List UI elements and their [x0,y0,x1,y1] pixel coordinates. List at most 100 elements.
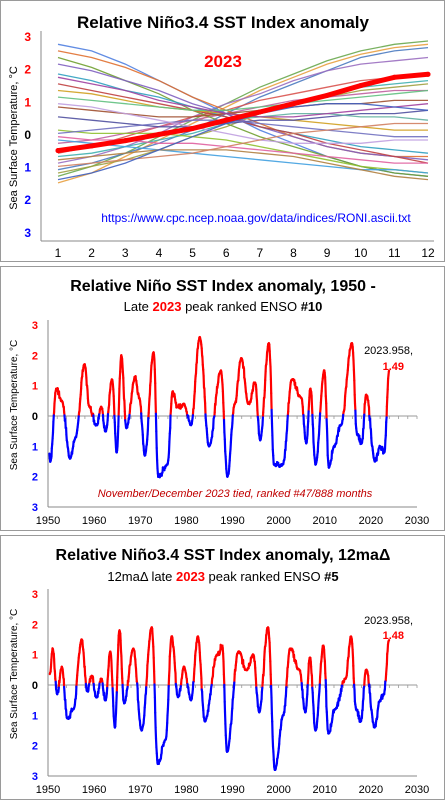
point-2023 [122,138,128,144]
x-tick-label: 4 [156,246,163,260]
source-url: https://www.cpc.ncep.noaa.gov/data/indic… [101,211,411,225]
peak-date-label: 2023.958, [364,345,413,357]
x-tick-label: 2020 [359,515,383,527]
series-line-23 [57,103,428,144]
subtitle-year: 2023 [176,569,205,584]
x-tick-label: 2030 [405,784,429,796]
chart-title: Relative Niño3.4 SST Index anomaly, 12ma… [56,547,391,564]
point-2023 [290,101,296,107]
series-line-22 [57,119,428,138]
x-tick-label: 1970 [128,515,152,527]
series-line-11 [57,63,429,161]
chart-roni-1950: Relative Niño SST Index anomaly, 1950 - … [9,278,429,527]
point-2023 [55,148,61,154]
point-2023 [391,74,397,80]
y-tick-label: 0 [32,680,38,692]
chart-title: Relative Niño3.4 SST Index anomaly [77,13,369,32]
panel-roni-12ma: Relative Niño3.4 SST Index anomaly, 12ma… [0,535,445,800]
peak-date-label: 2023.958, [364,615,413,627]
y-tick-label: 2 [32,472,38,484]
series-line-15 [57,89,429,111]
x-tick-label: 2020 [359,784,383,796]
y-tick-label: 2 [32,619,38,631]
y-tick-label: 1 [32,441,38,453]
point-2023 [425,71,431,77]
y-axis-label: Sea Surface Temperature, °C [9,609,20,740]
x-tick-label: 7 [256,246,263,260]
y-tick-label: 2 [32,741,38,753]
x-tick-label: 2 [88,246,95,260]
y-tick-label: 3 [24,30,31,44]
series-line-7 [57,89,428,144]
x-tick-label: 11 [388,246,401,260]
subtitle-year: 2023 [153,299,182,314]
y-tick-label: 1 [32,650,38,662]
y-tick-label: 3 [32,320,38,332]
subtitle-middle: peak ranked ENSO [181,299,300,314]
subtitle-prefix: Late [124,299,153,314]
x-tick-label: 1990 [220,515,244,527]
chart-subtitle: Late 2023 peak ranked ENSO #10 [124,299,323,314]
point-2023 [223,117,229,123]
series-line-25 [57,122,428,168]
subtitle-prefix: 12maΔ late [107,569,176,584]
x-tick-label: 10 [354,246,368,260]
x-tick-label: 5 [189,246,196,260]
y-tick-label: 1 [24,95,31,109]
y-tick-label: 1 [32,710,38,722]
x-tick-label: 2000 [266,515,290,527]
point-2023 [358,83,364,89]
point-2023 [89,143,95,149]
peak-value-label: 1.48 [383,630,404,642]
highlight-year-label: 2023 [204,52,242,71]
x-tick-label: 1960 [82,515,106,527]
x-tick-label: 12 [421,246,435,260]
panel-roni-1950: Relative Niño SST Index anomaly, 1950 - … [0,266,445,531]
ranking-note: November/December 2023 tied, ranked #47/… [98,488,373,500]
x-tick-label: 2030 [405,515,429,527]
y-tick-label: 3 [24,226,31,240]
x-tick-label: 1990 [220,784,244,796]
y-tick-label: 2 [24,63,31,77]
point-2023 [257,109,263,115]
y-tick-label: 1 [32,381,38,393]
y-tick-label: 2 [32,350,38,362]
series-line-2023 [55,71,431,154]
x-tick-label: 1960 [82,784,106,796]
subtitle-middle: peak ranked ENSO [205,569,324,584]
x-tick-label: 9 [324,246,331,260]
chart-monthly-overlay: Relative Niño3.4 SST Index anomaly 2023 … [8,13,435,260]
x-tick-label: 2010 [313,784,337,796]
y-tick-label: 3 [32,502,38,514]
point-2023 [156,131,162,137]
y-axis-label: Sea Surface Temperature, °C [9,340,20,471]
x-tick-label: 1 [55,246,62,260]
series-line-20 [57,139,429,174]
chart-title: Relative Niño SST Index anomaly, 1950 - [70,278,376,295]
series-line-21 [57,149,429,181]
chart-subtitle: 12maΔ late 2023 peak ranked ENSO #5 [107,569,338,584]
subtitle-rank: #10 [301,299,323,314]
x-tick-label: 8 [290,246,297,260]
y-tick-label: 0 [32,411,38,423]
x-tick-label: 2010 [313,515,337,527]
x-tick-label: 1950 [36,784,60,796]
x-tick-label: 1980 [174,515,198,527]
x-tick-label: 3 [122,246,129,260]
y-axis-label: Sea Surface Temperature, °C [8,66,20,210]
chart-roni-12ma: Relative Niño3.4 SST Index anomaly, 12ma… [9,547,429,796]
y-tick-label: 3 [32,771,38,783]
subtitle-rank: #5 [324,569,338,584]
series-line-4 [57,73,429,154]
point-2023 [324,92,330,98]
peak-value-label: 1.49 [383,361,404,373]
x-tick-label: 6 [223,246,230,260]
y-tick-label: 0 [24,128,31,142]
y-tick-label: 1 [24,161,31,175]
x-tick-label: 1970 [128,784,152,796]
x-tick-label: 1950 [36,515,60,527]
x-tick-label: 1980 [174,784,198,796]
x-tick-label: 2000 [266,784,290,796]
point-2023 [190,125,196,131]
y-tick-label: 3 [32,589,38,601]
